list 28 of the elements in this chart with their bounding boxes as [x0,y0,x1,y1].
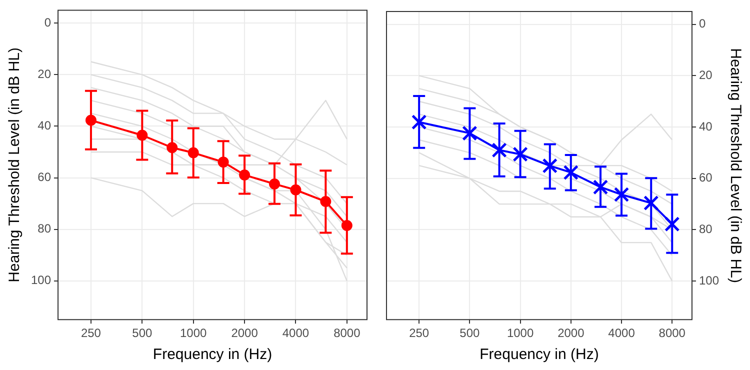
x-tick-label: 500 [460,326,480,340]
x-tick-label: 1000 [506,326,534,340]
x-tick-label: 250 [409,326,430,340]
x-tick-label: 2000 [231,326,258,340]
x-tick-label: 250 [80,326,102,340]
y2-tick-label: 80 [698,222,713,236]
x-axis-title: Frequency in (Hz) [152,346,272,364]
y2-tick-label: 0 [698,16,706,31]
y-tick-label: 80 [38,222,52,236]
y2-axis-title: Hearing Threshold Level (in dB HL) [726,48,744,283]
y-tick-label: 20 [38,66,52,81]
x-tick-label: 1000 [180,326,208,340]
y-tick-label: 0 [44,15,52,30]
y2-tick-label: 60 [698,170,713,185]
y2-tick-label: 20 [698,68,713,82]
y-tick-label: 60 [38,170,52,184]
x-axis-title: Frequency in (Hz) [480,346,599,364]
y-axis-title: Hearing Threshold Level (in dB HL) [6,47,24,282]
x-tick-label: 500 [132,326,152,340]
y2-tick-label: 100 [698,273,720,288]
y2-tick-label: 40 [698,119,713,134]
x-tick-label: 8000 [334,326,361,340]
x-tick-label: 4000 [282,326,310,340]
x-tick-label: 4000 [608,326,636,340]
x-tick-label: 2000 [558,326,585,340]
x-tick-label: 8000 [658,326,686,340]
y-tick-label: 40 [38,118,52,133]
y-tick-label: 100 [30,273,52,288]
